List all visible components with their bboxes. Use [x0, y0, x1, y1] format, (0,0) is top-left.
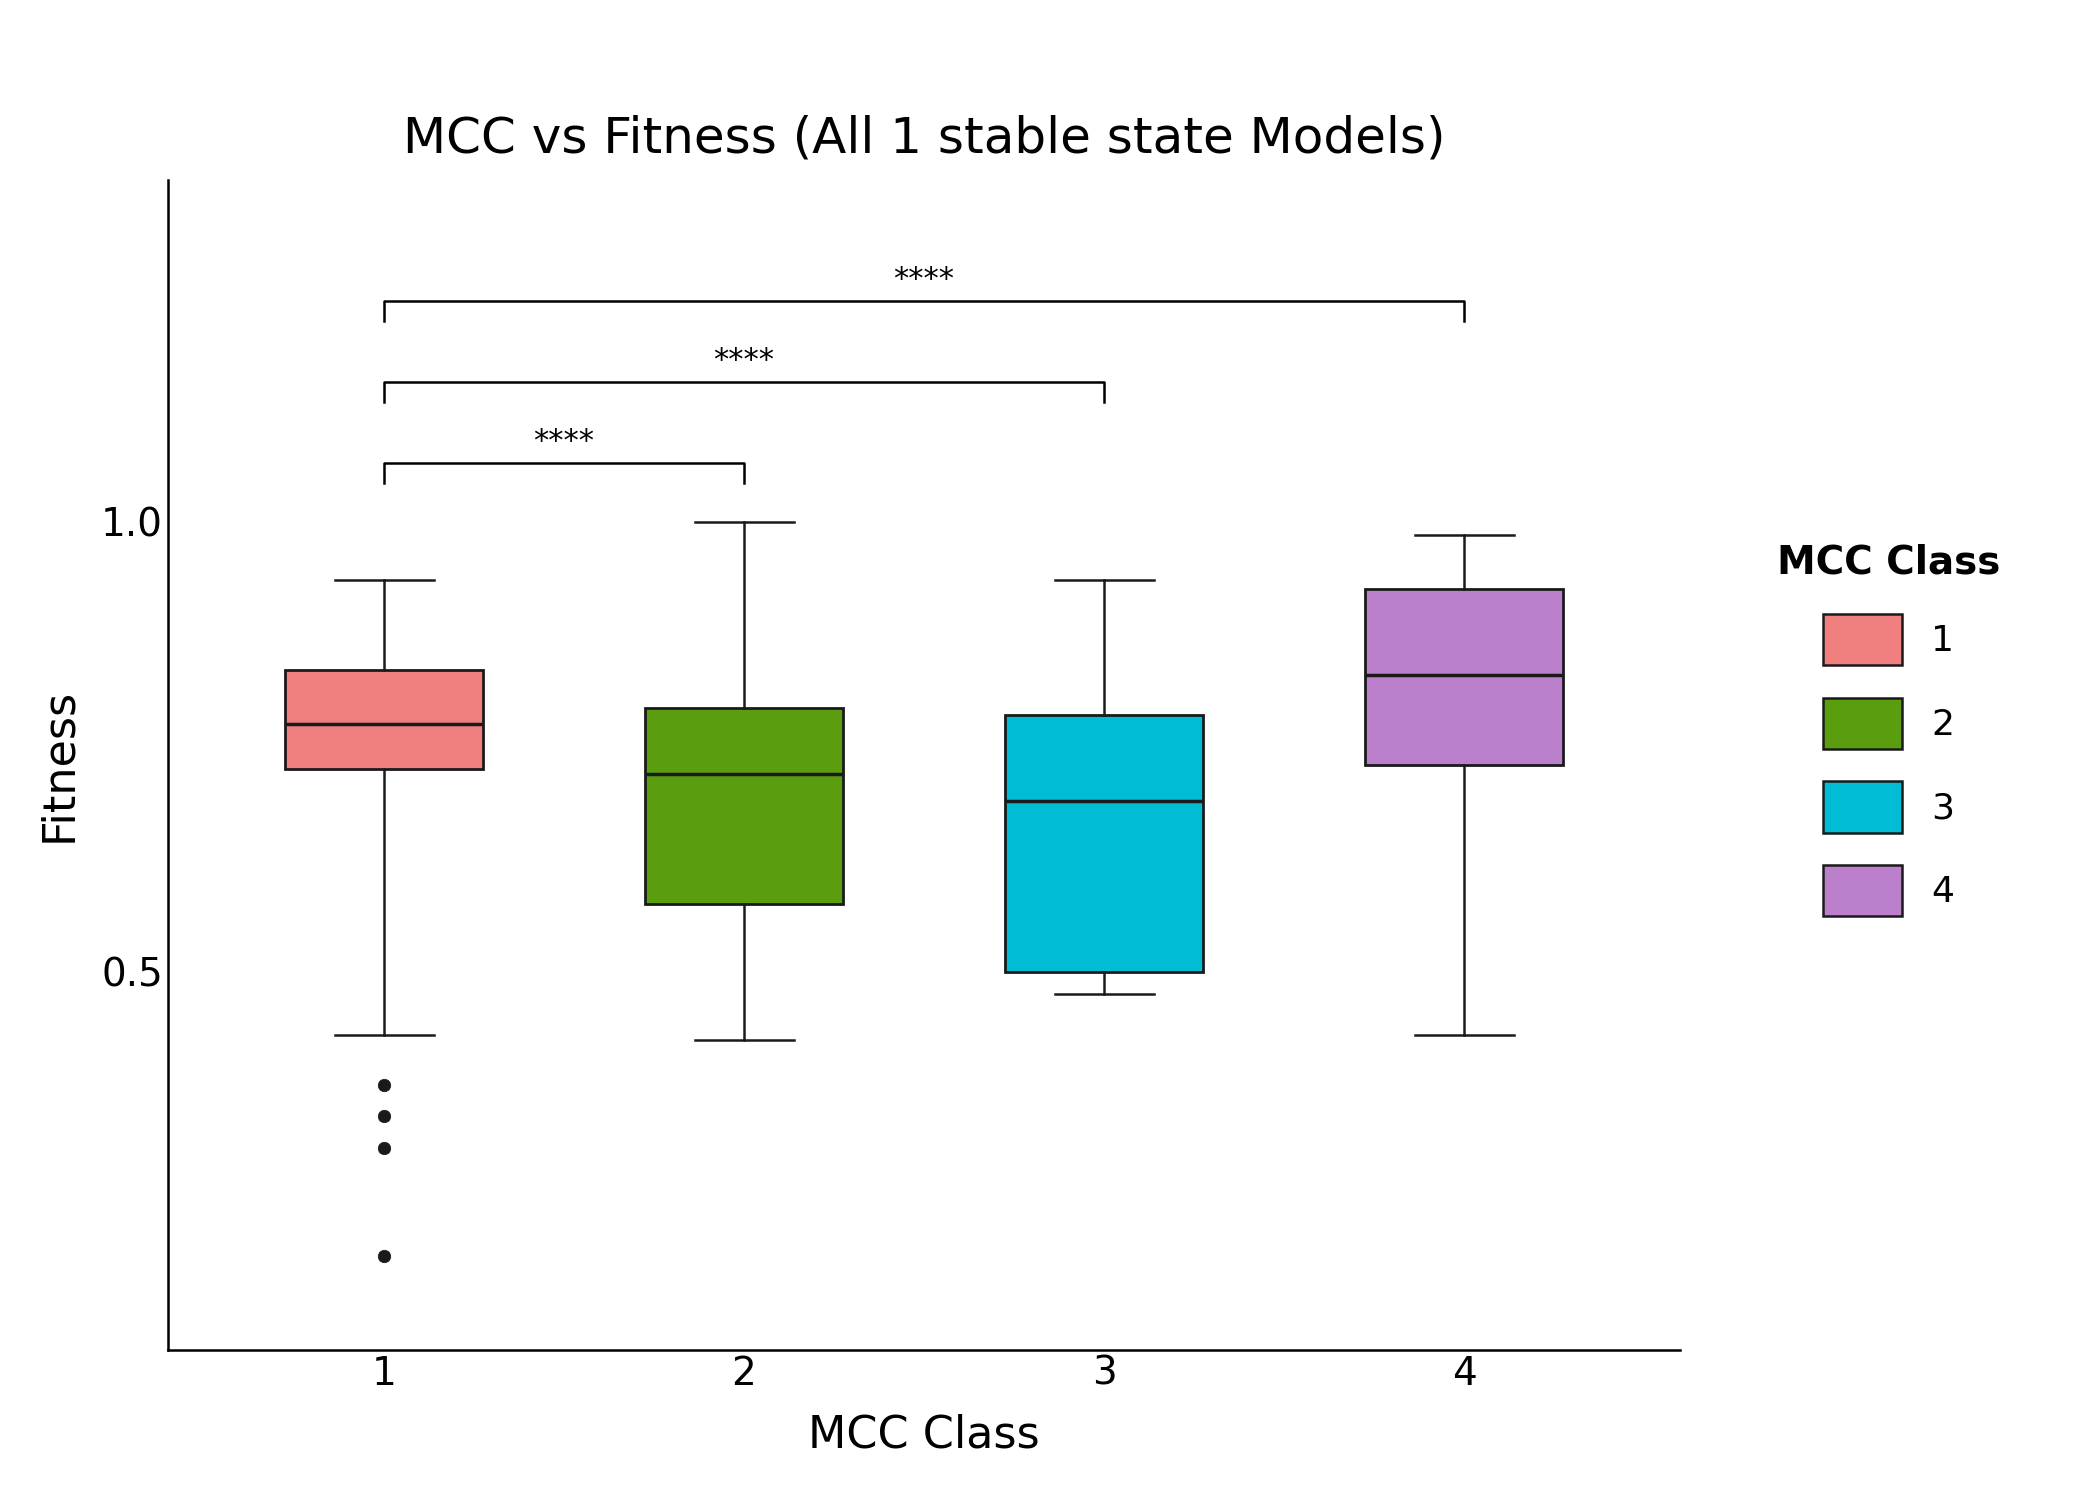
Y-axis label: Fitness: Fitness	[38, 688, 80, 842]
Text: ****: ****	[892, 266, 956, 294]
X-axis label: MCC Class: MCC Class	[808, 1413, 1040, 1456]
PathPatch shape	[1006, 716, 1203, 972]
Title: MCC vs Fitness (All 1 stable state Models): MCC vs Fitness (All 1 stable state Model…	[403, 114, 1445, 162]
Legend: 1, 2, 3, 4: 1, 2, 3, 4	[1758, 525, 2018, 934]
PathPatch shape	[645, 708, 842, 904]
Text: ****: ****	[533, 427, 594, 456]
PathPatch shape	[1365, 590, 1562, 765]
PathPatch shape	[286, 670, 483, 770]
Text: ****: ****	[714, 346, 775, 375]
